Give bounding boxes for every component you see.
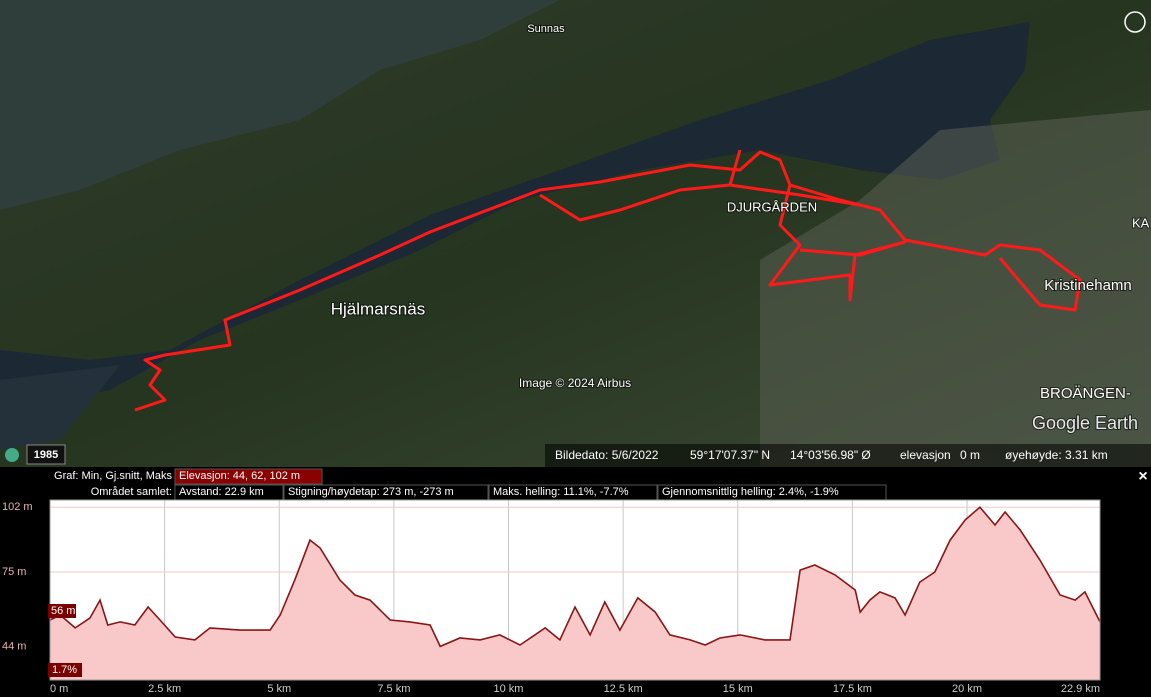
map-label: Kristinehamn <box>1044 277 1132 294</box>
cursor-elevation: 56 m <box>51 605 75 617</box>
elevation-label: elevasjon <box>900 448 951 462</box>
cursor-badge <box>48 604 76 618</box>
x-tick-label: 7.5 km <box>377 683 410 695</box>
max-slope-stat: Maks. helling: 11.1%, -7.7% <box>493 486 629 498</box>
close-button[interactable]: × <box>1138 468 1147 485</box>
area-label: Området samlet: <box>91 486 172 498</box>
stat-box[interactable] <box>174 468 323 485</box>
x-tick-label: 15 km <box>723 683 753 695</box>
map-label: DJURGÅRDEN <box>727 199 817 214</box>
eye-altitude: øyehøyde: 3.31 km <box>1005 448 1108 462</box>
x-tick-label: 12.5 km <box>604 683 643 695</box>
x-tick-label: 2.5 km <box>148 683 181 695</box>
x-tick-label: 10 km <box>494 683 524 695</box>
elevation-chart: 0 m 2.5 km 5 km 7.5 km 10 km 12.5 km 15 km 17.5… <box>2 499 1101 695</box>
history-year: 1985 <box>34 449 58 461</box>
image-date: Bildedato: 5/6/2022 <box>555 448 659 462</box>
status-bar <box>545 444 1151 467</box>
x-tick-label: 20 km <box>952 683 982 695</box>
brand: Google Earth <box>1032 413 1138 433</box>
climb-stat: Stigning/høydetap: 273 m, -273 m <box>288 486 454 498</box>
x-tick-label: 17.5 km <box>833 683 872 695</box>
cursor-badge <box>48 663 82 677</box>
map-label: BROÄNGEN- <box>1040 385 1131 402</box>
map-label: Hjälmarsnäs <box>331 299 425 318</box>
history-button[interactable] <box>26 444 66 465</box>
map-label: KA <box>1132 215 1150 230</box>
river <box>0 22 1030 410</box>
elevation-value: 0 m <box>960 448 980 462</box>
lake <box>0 0 560 210</box>
town <box>760 110 1151 467</box>
longitude: 14°03'56.98" Ø <box>790 448 871 462</box>
route <box>134 149 1082 412</box>
map-view[interactable]: Sunnas DJURGÅRDEN Hjälmarsnäs Kristineha… <box>0 0 1151 467</box>
elevation-stat: Elevasjon: 44, 62, 102 m <box>179 470 300 482</box>
area <box>50 507 1100 680</box>
y-tick-label: 75 m <box>2 566 26 578</box>
map-label: Sunnas <box>527 23 565 35</box>
compass[interactable] <box>1124 11 1146 33</box>
graph-label: Graf: Min, Gj.snitt, Maks <box>54 470 172 482</box>
x-tick-label: 5 km <box>267 683 291 695</box>
history-icon[interactable] <box>5 448 19 462</box>
profile-panel: Graf: Min, Gj.snitt, Maks Elevasjon: 44,… <box>0 467 1151 697</box>
plot-frame <box>49 499 1101 681</box>
distance-stat: Avstand: 22.9 km <box>179 486 264 498</box>
x-tick-label: 0 m <box>50 683 68 695</box>
water <box>0 365 120 450</box>
copyright: Image © 2024 Airbus <box>519 376 631 390</box>
line <box>49 506 1101 648</box>
avg-slope-stat: Gjennomsnittlig helling: 2.4%, -1.9% <box>662 486 839 498</box>
x-tick-label: 22.9 km <box>1061 683 1100 695</box>
cursor-grade: 1.7% <box>52 664 77 676</box>
y-tick-label: 44 m <box>2 640 26 652</box>
y-tick-label: 102 m <box>2 501 33 513</box>
latitude: 59°17'07.37" N <box>690 448 770 462</box>
